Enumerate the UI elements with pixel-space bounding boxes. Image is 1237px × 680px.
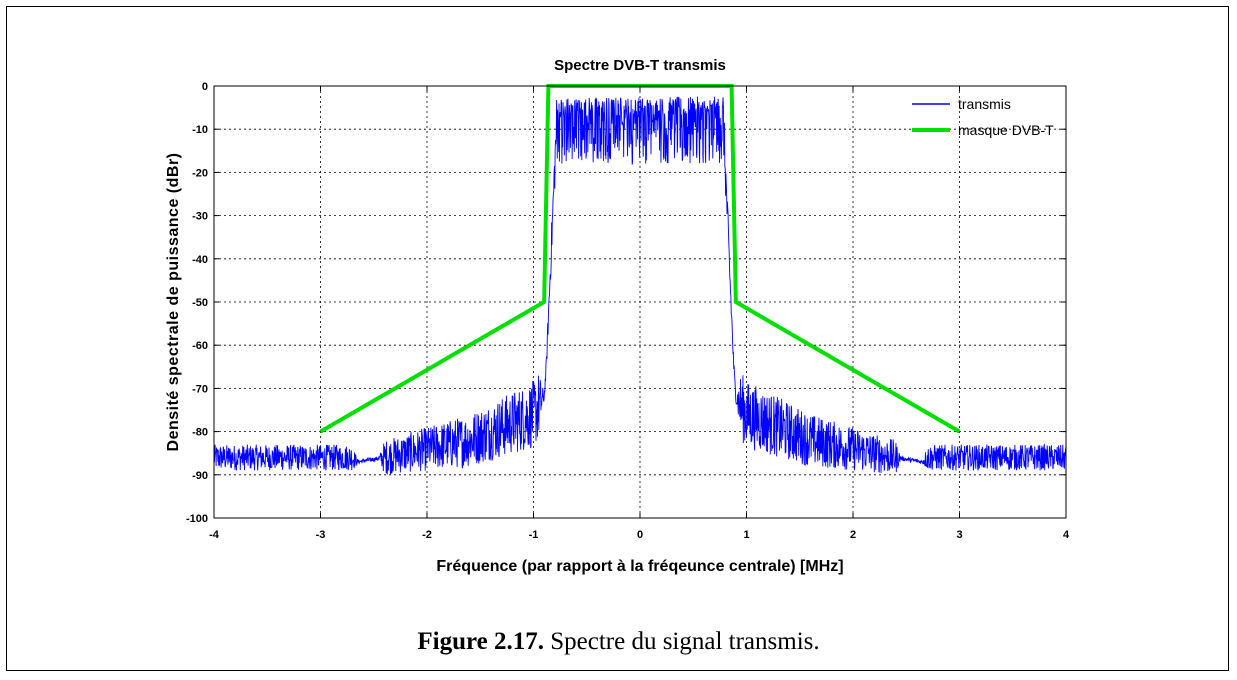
y-tick-label: -100 bbox=[186, 513, 208, 525]
legend: transmis masque DVB-T bbox=[912, 96, 1054, 138]
legend-label-transmis: transmis bbox=[958, 96, 1011, 112]
y-tick-label: -10 bbox=[192, 124, 208, 136]
y-ticks: 0 -10 -20 -30 -40 -50 -60 -70 -80 -90 -100 bbox=[186, 81, 1066, 525]
x-axis-label: Fréquence (par rapport à la fréqeunce ce… bbox=[436, 558, 843, 575]
caption-label: Figure 2.17. bbox=[417, 628, 544, 655]
x-tick-label: 0 bbox=[637, 529, 643, 541]
series-transmis-line bbox=[213, 96, 1067, 475]
y-tick-label: -70 bbox=[192, 383, 208, 395]
figure-caption: Figure 2.17. Spectre du signal transmis. bbox=[0, 628, 1237, 656]
grid-lines bbox=[214, 86, 1066, 518]
y-axis-label: Densité spectrale de puissance (dBr) bbox=[165, 153, 182, 452]
y-tick-label: -40 bbox=[192, 254, 208, 266]
x-tick-label: -1 bbox=[529, 529, 539, 541]
y-tick-label: -80 bbox=[192, 427, 208, 439]
x-tick-label: -3 bbox=[316, 529, 326, 541]
y-tick-label: -50 bbox=[192, 297, 208, 309]
y-tick-label: -20 bbox=[192, 167, 208, 179]
x-tick-label: 1 bbox=[743, 529, 749, 541]
x-tick-label: -4 bbox=[209, 529, 220, 541]
spectrum-chart: -4 -3 -2 -1 0 1 2 3 4 0-10-20-30-40-50-60-70-80-… bbox=[165, 57, 1070, 575]
legend-label-masque: masque DVB-T bbox=[958, 122, 1054, 138]
chart-title: Spectre DVB-T transmis bbox=[554, 57, 726, 74]
x-tick-label: 3 bbox=[956, 529, 962, 541]
y-tick-label: -60 bbox=[192, 340, 208, 352]
caption-text: Spectre du signal transmis. bbox=[543, 628, 820, 655]
x-tick-label: 2 bbox=[850, 529, 856, 541]
x-tick-label: -2 bbox=[422, 529, 432, 541]
y-tick-label: -30 bbox=[192, 211, 208, 223]
x-ticks: -4 -3 -2 -1 0 1 2 3 4 bbox=[209, 86, 1070, 541]
y-tick-label: 0 bbox=[202, 81, 208, 93]
x-tick-label: 4 bbox=[1063, 529, 1070, 541]
y-tick-label: -90 bbox=[192, 470, 208, 482]
